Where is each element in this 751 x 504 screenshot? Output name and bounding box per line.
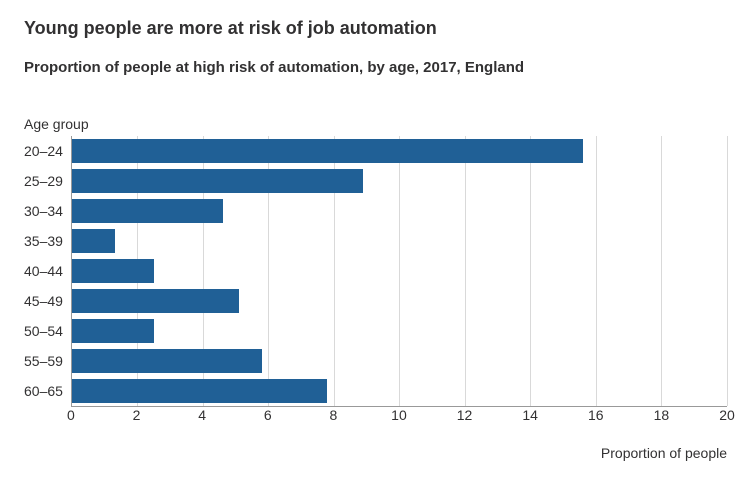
bar bbox=[72, 319, 154, 343]
y-axis-label: 30–34 bbox=[24, 196, 71, 226]
bar bbox=[72, 259, 154, 283]
y-axis-label: 40–44 bbox=[24, 256, 71, 286]
bar-row bbox=[72, 286, 727, 316]
bar-row bbox=[72, 256, 727, 286]
x-axis-tick: 6 bbox=[264, 407, 272, 423]
x-axis-tick: 0 bbox=[67, 407, 75, 423]
bar bbox=[72, 289, 239, 313]
page-title: Young people are more at risk of job aut… bbox=[24, 18, 727, 39]
x-axis: 02468101214161820 bbox=[71, 407, 727, 427]
bar-row bbox=[72, 136, 727, 166]
bar-row bbox=[72, 226, 727, 256]
bar bbox=[72, 349, 262, 373]
y-axis-label: 60–65 bbox=[24, 376, 71, 406]
x-axis-tick: 18 bbox=[654, 407, 670, 423]
x-axis-tick: 14 bbox=[522, 407, 538, 423]
y-axis-label: 50–54 bbox=[24, 316, 71, 346]
plot-area bbox=[71, 136, 727, 407]
x-axis-tick: 4 bbox=[198, 407, 206, 423]
y-axis-title: Age group bbox=[24, 116, 727, 132]
bar-row bbox=[72, 346, 727, 376]
bar-chart: Age group 20–2425–2930–3435–3940–4445–49… bbox=[24, 116, 727, 461]
y-axis-label: 25–29 bbox=[24, 166, 71, 196]
bars bbox=[72, 136, 727, 406]
bar bbox=[72, 379, 327, 403]
x-axis-tick: 10 bbox=[391, 407, 407, 423]
x-axis-tick: 2 bbox=[133, 407, 141, 423]
y-axis-label: 20–24 bbox=[24, 136, 71, 166]
bar bbox=[72, 169, 364, 193]
bar-row bbox=[72, 166, 727, 196]
chart-page: Young people are more at risk of job aut… bbox=[0, 0, 751, 504]
bar-row bbox=[72, 316, 727, 346]
bar bbox=[72, 229, 115, 253]
bar-row bbox=[72, 376, 727, 406]
bar bbox=[72, 139, 583, 163]
x-axis-ticks: 02468101214161820 bbox=[71, 407, 727, 427]
y-axis-labels: 20–2425–2930–3435–3940–4445–4950–5455–59… bbox=[24, 136, 71, 407]
page-subtitle: Proportion of people at high risk of aut… bbox=[24, 59, 727, 76]
x-axis-title: Proportion of people bbox=[71, 445, 727, 461]
y-axis-label: 35–39 bbox=[24, 226, 71, 256]
x-axis-tick: 12 bbox=[457, 407, 473, 423]
x-axis-tick: 8 bbox=[329, 407, 337, 423]
y-axis-label: 45–49 bbox=[24, 286, 71, 316]
y-axis-label: 55–59 bbox=[24, 346, 71, 376]
bar-row bbox=[72, 196, 727, 226]
x-axis-tick: 16 bbox=[588, 407, 604, 423]
plot: 20–2425–2930–3435–3940–4445–4950–5455–59… bbox=[24, 136, 727, 407]
x-axis-tick: 20 bbox=[719, 407, 735, 423]
gridline bbox=[727, 136, 728, 406]
bar bbox=[72, 199, 223, 223]
